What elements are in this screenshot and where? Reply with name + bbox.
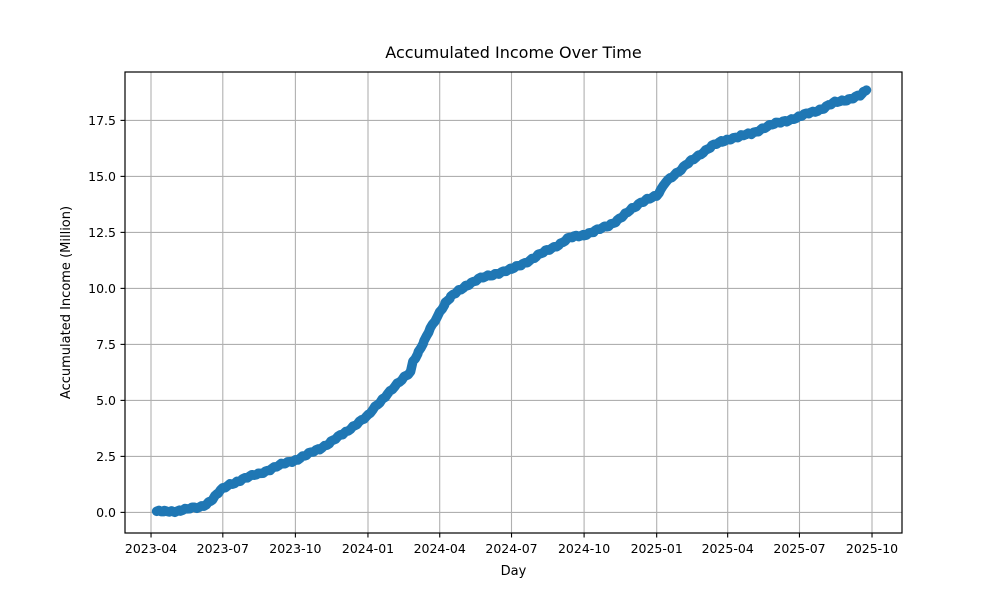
y-tick-label: 15.0 — [88, 169, 116, 184]
x-tick-label: 2024-10 — [558, 541, 610, 556]
y-tick-label: 0.0 — [96, 505, 116, 520]
y-tick-label: 10.0 — [88, 281, 116, 296]
x-tick-label: 2023-04 — [125, 541, 177, 556]
y-tick-label: 5.0 — [96, 393, 116, 408]
y-tick-label: 12.5 — [88, 225, 116, 240]
x-tick-label: 2023-07 — [197, 541, 249, 556]
income-line — [151, 85, 872, 518]
x-tick-label: 2024-07 — [485, 541, 537, 556]
y-tick-label: 17.5 — [88, 113, 116, 128]
series-layer — [151, 85, 872, 518]
x-tick-label: 2025-10 — [846, 541, 898, 556]
x-tick-label: 2025-04 — [702, 541, 754, 556]
y-tick-label: 2.5 — [96, 449, 116, 464]
y-axis-label: Accumulated Income (Million) — [59, 206, 74, 399]
x-tick-label: 2025-07 — [773, 541, 825, 556]
x-tick-label: 2023-10 — [269, 541, 321, 556]
x-tick-label: 2024-01 — [342, 541, 394, 556]
grid-lines — [125, 72, 902, 533]
plot-border — [124, 71, 903, 534]
x-tick-label: 2024-04 — [414, 541, 466, 556]
chart-title: Accumulated Income Over Time — [385, 43, 641, 62]
label-layer: Accumulated Income Over Time Day Accumul… — [59, 43, 642, 579]
y-tick-label: 7.5 — [96, 337, 116, 352]
axes-layer: 2023-04 2023-07 2023-10 2024-01 2024-04 2024-… — [88, 71, 903, 556]
x-axis-label: Day — [501, 564, 527, 579]
x-tick-label: 2025-01 — [631, 541, 683, 556]
